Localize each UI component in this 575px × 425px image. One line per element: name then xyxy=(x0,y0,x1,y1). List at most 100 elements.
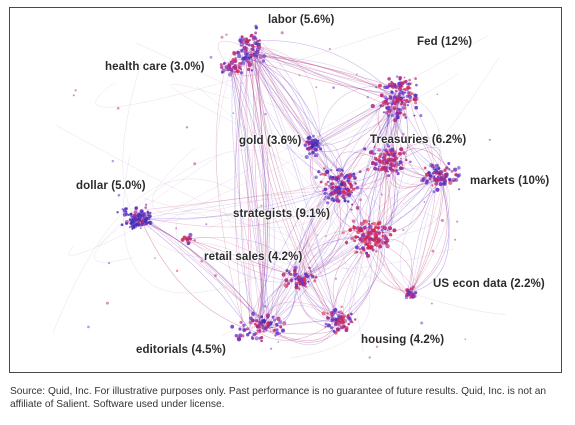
network-edge xyxy=(253,44,402,96)
network-node xyxy=(332,199,336,203)
network-node xyxy=(386,151,390,155)
network-node xyxy=(120,223,124,227)
network-edge xyxy=(298,229,379,278)
network-node xyxy=(388,95,393,100)
network-node xyxy=(398,76,402,80)
network-node xyxy=(401,164,404,166)
network-node xyxy=(359,238,363,241)
network-node xyxy=(264,326,268,329)
network-node xyxy=(383,158,387,162)
node-cluster-strategists xyxy=(314,167,362,211)
network-node xyxy=(359,198,363,202)
network-edge xyxy=(340,246,379,325)
network-edge xyxy=(52,178,322,333)
network-node xyxy=(387,174,391,178)
network-node xyxy=(355,245,359,250)
network-node xyxy=(368,356,371,359)
network-node xyxy=(262,54,267,59)
network-node xyxy=(425,172,429,177)
network-node xyxy=(133,210,138,215)
network-node xyxy=(397,83,401,87)
network-node xyxy=(434,170,439,174)
network-node xyxy=(402,96,405,99)
network-node xyxy=(251,47,255,52)
network-node xyxy=(408,94,413,100)
network-edge xyxy=(299,177,348,274)
network-node xyxy=(346,200,350,203)
network-edge xyxy=(215,66,245,330)
network-edge xyxy=(243,56,391,94)
network-node xyxy=(142,212,145,216)
stray-nodes xyxy=(72,31,491,359)
network-node xyxy=(385,110,389,115)
network-edge xyxy=(230,69,264,328)
network-node xyxy=(379,93,384,98)
network-edge xyxy=(411,176,443,293)
network-node xyxy=(383,234,387,237)
network-node xyxy=(326,196,331,200)
network-node xyxy=(255,47,261,52)
network-edge xyxy=(135,183,340,212)
network-node xyxy=(393,152,396,155)
network-edge xyxy=(254,49,334,321)
network-node xyxy=(316,234,319,236)
network-node xyxy=(434,177,439,183)
network-node xyxy=(310,274,315,279)
network-map-frame: labor (5.6%) Fed (12%) health care (3.0%… xyxy=(9,7,562,373)
network-node xyxy=(221,68,226,73)
network-node xyxy=(329,182,333,186)
network-node xyxy=(290,280,293,283)
network-node xyxy=(276,316,281,322)
network-node xyxy=(254,336,259,341)
network-node xyxy=(175,269,179,273)
network-edge xyxy=(254,93,403,329)
network-edge xyxy=(269,284,294,325)
network-node xyxy=(378,160,382,164)
network-node xyxy=(254,37,258,41)
network-edge xyxy=(258,320,335,346)
network-node xyxy=(456,166,461,170)
network-node xyxy=(265,313,270,318)
network-edge xyxy=(135,191,344,221)
network-node xyxy=(402,113,406,117)
network-edge xyxy=(383,163,392,238)
network-node xyxy=(131,225,136,229)
network-node xyxy=(434,181,439,186)
network-node xyxy=(314,143,317,146)
node-cluster-treasuries xyxy=(363,142,412,178)
network-edge xyxy=(378,182,448,237)
network-node xyxy=(307,135,312,140)
network-node xyxy=(289,272,293,276)
network-node xyxy=(128,226,131,229)
network-node xyxy=(433,175,436,178)
network-node xyxy=(386,229,389,232)
network-node xyxy=(381,104,385,107)
network-node xyxy=(395,75,399,78)
network-node xyxy=(255,324,260,328)
network-node xyxy=(409,294,413,298)
network-node xyxy=(116,210,119,214)
network-node xyxy=(272,328,277,332)
network-node xyxy=(258,55,263,60)
network-node xyxy=(396,100,400,104)
network-edge xyxy=(246,48,334,327)
network-edge xyxy=(140,218,259,334)
network-node xyxy=(325,169,330,174)
network-edge xyxy=(249,50,332,178)
network-node xyxy=(314,276,318,279)
network-node xyxy=(399,147,404,152)
network-node xyxy=(239,71,244,75)
network-node xyxy=(386,103,389,106)
network-edge xyxy=(246,57,268,333)
network-node xyxy=(308,152,312,156)
network-edge xyxy=(139,219,270,329)
network-node xyxy=(366,168,370,172)
network-edge xyxy=(299,230,371,280)
network-node xyxy=(244,56,249,61)
network-node xyxy=(378,244,383,249)
network-node xyxy=(265,329,268,332)
network-node xyxy=(390,147,395,152)
network-node xyxy=(423,201,426,203)
network-node xyxy=(376,237,381,242)
network-node xyxy=(338,189,342,193)
